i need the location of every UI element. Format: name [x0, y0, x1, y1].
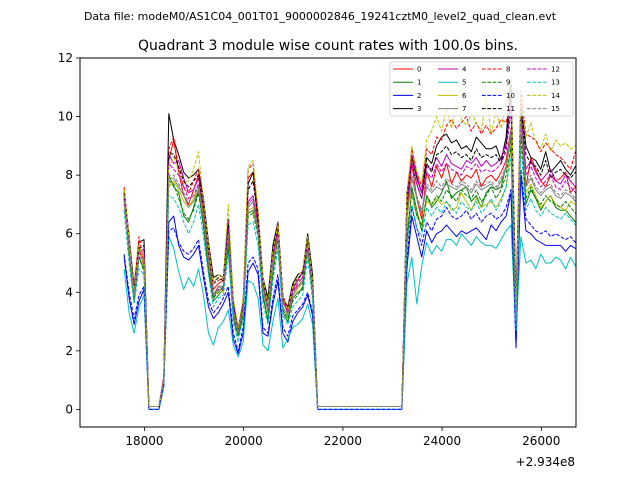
y-tick-label: 12 — [58, 51, 73, 65]
x-offset-label: +2.934e8 — [516, 455, 575, 469]
chart-title: Quadrant 3 module wise count rates with … — [138, 38, 518, 54]
figure-suptitle: Data file: modeM0/AS1C04_001T01_90000028… — [84, 10, 557, 23]
y-tick-label: 10 — [58, 110, 73, 124]
series-line-15 — [123, 121, 576, 407]
x-tick-label: 18000 — [125, 434, 163, 448]
x-tick-label: 26000 — [522, 434, 560, 448]
legend-label-1: 1 — [417, 79, 421, 87]
legend-label-13: 13 — [551, 79, 560, 87]
y-tick-label: 2 — [65, 344, 73, 358]
series-layer — [123, 78, 576, 410]
legend-label-15: 15 — [551, 105, 560, 113]
legend-label-3: 3 — [417, 105, 421, 113]
legend-label-12: 12 — [551, 66, 560, 74]
legend-label-14: 14 — [551, 92, 560, 100]
legend-label-8: 8 — [506, 66, 510, 74]
x-tick-label: 20000 — [225, 434, 263, 448]
legend-label-9: 9 — [506, 79, 510, 87]
legend-label-5: 5 — [462, 79, 466, 87]
legend-label-11: 11 — [506, 105, 515, 113]
legend-frame — [389, 61, 574, 117]
legend-label-6: 6 — [462, 92, 467, 100]
y-axis: 0 2 4 6 8 10 12 — [58, 51, 80, 416]
y-tick-label: 4 — [65, 285, 73, 299]
y-tick-label: 6 — [65, 227, 73, 241]
series-line-10 — [123, 168, 576, 410]
y-tick-label: 0 — [65, 402, 73, 416]
legend-label-4: 4 — [462, 66, 467, 74]
plot-frame — [79, 57, 577, 428]
x-tick-label: 22000 — [324, 434, 362, 448]
series-line-5 — [123, 224, 576, 410]
y-tick-label: 8 — [65, 168, 73, 182]
x-axis: 18000 20000 22000 24000 26000 — [125, 427, 560, 448]
legend-label-10: 10 — [506, 92, 515, 100]
series-line-9 — [123, 133, 576, 407]
legend-label-7: 7 — [462, 105, 466, 113]
x-tick-label: 24000 — [423, 434, 461, 448]
legend-label-2: 2 — [417, 92, 421, 100]
legend-label-0: 0 — [417, 66, 421, 74]
